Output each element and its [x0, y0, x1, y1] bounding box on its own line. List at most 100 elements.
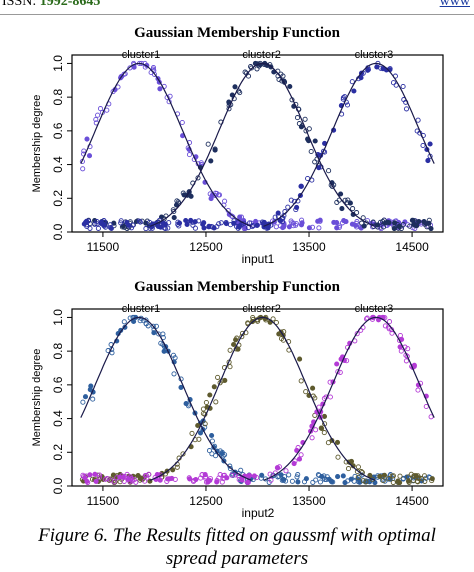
data-point-cluster3: [351, 88, 357, 94]
data-point-cluster2: [273, 319, 279, 326]
data-point-cluster1: [86, 153, 93, 159]
data-point-cluster2: [329, 183, 335, 190]
data-point-cluster3: [114, 475, 120, 481]
data-point-cluster2: [242, 69, 248, 75]
chart-title: Gaussian Membership Function: [134, 25, 341, 41]
data-point-cluster2: [287, 83, 293, 90]
data-point-cluster2: [306, 126, 312, 132]
data-point-cluster3: [124, 219, 130, 225]
data-point-cluster1: [354, 219, 360, 225]
data-point-cluster3: [276, 464, 282, 470]
data-point-cluster3: [176, 220, 183, 226]
data-point-cluster1: [316, 225, 322, 231]
fitted-curve-cluster3: [263, 316, 435, 481]
data-point-cluster2: [235, 346, 241, 352]
data-point-cluster3: [403, 358, 409, 364]
data-point-cluster3: [120, 474, 126, 480]
data-point-cluster3: [291, 461, 297, 467]
data-point-cluster2: [227, 364, 233, 370]
y-tick-label: 0.4: [51, 410, 65, 427]
data-point-cluster3: [261, 219, 267, 225]
data-point-cluster3: [288, 197, 294, 203]
data-point-cluster2: [326, 168, 332, 174]
data-point-cluster3: [389, 330, 395, 336]
data-point-cluster2: [335, 454, 341, 460]
data-point-cluster3: [390, 80, 397, 86]
data-point-cluster2: [410, 217, 416, 223]
data-point-cluster2: [250, 314, 256, 321]
data-point-cluster2: [380, 224, 387, 230]
data-point-cluster3: [235, 225, 241, 231]
data-point-cluster3: [293, 207, 299, 213]
data-point-cluster2: [321, 430, 327, 436]
data-point-cluster1: [281, 477, 287, 483]
data-point-cluster1: [161, 348, 167, 354]
y-tick-label: 0.2: [51, 190, 65, 207]
data-point-cluster3: [374, 64, 380, 70]
y-tick-label: 0.8: [51, 88, 65, 105]
data-point-cluster3: [121, 478, 127, 484]
data-point-cluster1: [343, 219, 349, 225]
data-point-cluster3: [190, 222, 196, 228]
data-point-cluster2: [428, 226, 434, 231]
data-point-cluster3: [128, 225, 135, 231]
data-point-cluster3: [223, 221, 229, 227]
data-point-cluster2: [423, 221, 429, 227]
data-point-cluster2: [171, 215, 177, 221]
caption-line-2: spread parameters: [165, 548, 309, 569]
data-point-cluster3: [415, 387, 421, 393]
data-point-cluster1: [81, 148, 87, 154]
y-axis-label: Membership degree: [31, 349, 43, 447]
data-point-cluster1: [143, 317, 149, 323]
data-point-cluster1: [158, 340, 164, 346]
fitted-curve-cluster3: [263, 62, 435, 227]
data-point-cluster3: [108, 225, 114, 231]
data-point-cluster3: [219, 479, 225, 485]
data-point-cluster3: [206, 223, 212, 229]
data-point-cluster3: [268, 477, 274, 483]
data-point-cluster1: [157, 86, 163, 92]
data-point-cluster2: [386, 476, 392, 482]
y-tick-label: 0.4: [51, 156, 65, 173]
data-point-cluster1: [151, 330, 157, 336]
y-tick-label: 0.2: [51, 444, 65, 461]
data-point-cluster1: [273, 224, 279, 230]
data-point-cluster3: [165, 225, 171, 231]
data-point-cluster3: [309, 435, 315, 441]
website-link[interactable]: www: [439, 0, 470, 9]
figure-caption: Figure 6. The Results fitted on gaussmf …: [0, 524, 474, 570]
data-point-cluster2: [303, 389, 309, 395]
data-point-cluster3: [201, 220, 207, 226]
data-point-cluster1: [202, 424, 208, 430]
y-tick-label: 0.8: [51, 342, 65, 359]
data-point-cluster2: [294, 115, 301, 121]
data-point-cluster3: [183, 217, 189, 224]
fitted-curve-cluster2: [149, 62, 376, 227]
data-point-cluster3: [296, 456, 303, 462]
data-point-cluster1: [137, 318, 143, 324]
data-point-cluster1: [186, 152, 193, 158]
data-point-cluster3: [425, 158, 431, 164]
data-point-cluster3: [137, 219, 143, 225]
data-point-cluster3: [214, 477, 220, 484]
data-point-cluster3: [358, 75, 364, 81]
data-point-cluster2: [416, 218, 422, 225]
data-point-cluster1: [301, 479, 308, 485]
data-point-cluster3: [187, 476, 193, 482]
data-point-cluster3: [146, 471, 152, 477]
data-point-cluster1: [331, 219, 337, 225]
data-point-cluster2: [213, 399, 219, 405]
data-point-cluster2: [419, 476, 425, 482]
data-point-cluster2: [377, 473, 383, 479]
data-point-cluster2: [208, 158, 214, 164]
data-point-cluster2: [319, 425, 325, 432]
data-point-cluster1: [351, 478, 357, 484]
data-point-cluster3: [380, 66, 386, 72]
data-point-cluster1: [337, 223, 343, 229]
data-point-cluster2: [200, 406, 206, 412]
data-point-cluster2: [390, 479, 396, 485]
data-point-cluster1: [95, 112, 101, 118]
data-point-cluster1: [178, 384, 184, 390]
data-point-cluster3: [254, 222, 260, 228]
data-point-cluster2: [174, 464, 180, 470]
